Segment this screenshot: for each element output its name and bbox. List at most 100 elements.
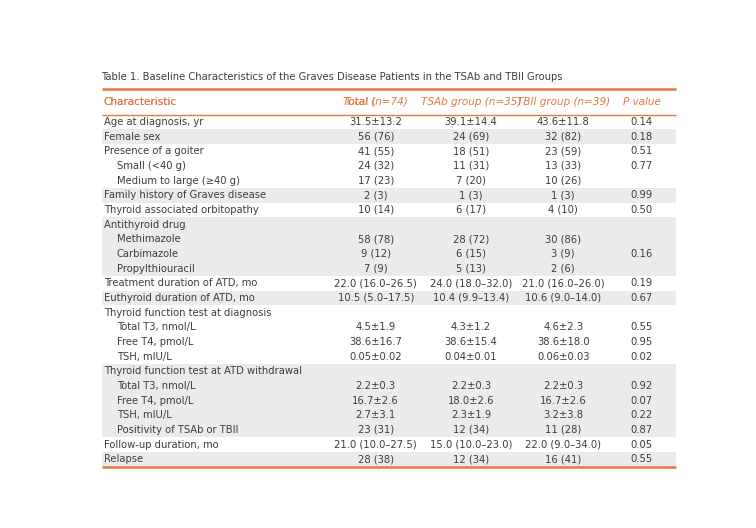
Text: TSH, mIU/L: TSH, mIU/L xyxy=(116,410,172,420)
Text: 58 (78): 58 (78) xyxy=(358,234,394,244)
Text: 24 (69): 24 (69) xyxy=(453,131,489,142)
Text: 23 (59): 23 (59) xyxy=(545,146,581,156)
Text: Carbimazole: Carbimazole xyxy=(116,249,179,259)
Text: 24 (32): 24 (32) xyxy=(358,161,394,171)
Text: 12 (34): 12 (34) xyxy=(453,425,489,435)
Text: Treatment duration of ATD, mo: Treatment duration of ATD, mo xyxy=(104,278,257,288)
Text: 41 (55): 41 (55) xyxy=(358,146,394,156)
Text: Female sex: Female sex xyxy=(104,131,160,142)
Text: Methimazole: Methimazole xyxy=(116,234,181,244)
Text: 0.16: 0.16 xyxy=(631,249,653,259)
Text: 0.02: 0.02 xyxy=(631,352,652,362)
Text: Propylthiouracil: Propylthiouracil xyxy=(116,263,194,274)
Text: Age at diagnosis, yr: Age at diagnosis, yr xyxy=(104,117,203,127)
Text: 10.6 (9.0–14.0): 10.6 (9.0–14.0) xyxy=(525,293,601,303)
Text: Euthyroid duration of ATD, mo: Euthyroid duration of ATD, mo xyxy=(104,293,255,303)
Text: 12 (34): 12 (34) xyxy=(453,454,489,464)
Bar xyxy=(101,364,676,379)
Text: 4.5±1.9: 4.5±1.9 xyxy=(355,322,396,332)
Text: 0.87: 0.87 xyxy=(631,425,652,435)
Text: 0.92: 0.92 xyxy=(631,381,653,391)
Text: 16 (41): 16 (41) xyxy=(545,454,581,464)
Text: Thyroid function test at ATD withdrawal: Thyroid function test at ATD withdrawal xyxy=(104,366,302,376)
Text: 28 (72): 28 (72) xyxy=(453,234,489,244)
Text: 3 (9): 3 (9) xyxy=(551,249,575,259)
Text: Follow-up duration, mo: Follow-up duration, mo xyxy=(104,440,218,450)
Text: 28 (38): 28 (38) xyxy=(358,454,394,464)
Text: 11 (31): 11 (31) xyxy=(453,161,489,171)
Text: 11 (28): 11 (28) xyxy=(545,425,581,435)
Bar xyxy=(101,393,676,408)
Text: 4 (10): 4 (10) xyxy=(548,205,578,215)
Text: 38.6±16.7: 38.6±16.7 xyxy=(349,337,402,347)
Text: 2.2±0.3: 2.2±0.3 xyxy=(451,381,491,391)
Text: 7 (9): 7 (9) xyxy=(364,263,388,274)
Text: 0.19: 0.19 xyxy=(631,278,653,288)
Text: 31.5±13.2: 31.5±13.2 xyxy=(349,117,402,127)
Text: Antithyroid drug: Antithyroid drug xyxy=(104,220,185,230)
Text: 18 (51): 18 (51) xyxy=(453,146,489,156)
Bar xyxy=(101,290,676,305)
Text: 0.99: 0.99 xyxy=(631,190,653,200)
Text: Family history of Graves disease: Family history of Graves disease xyxy=(104,190,266,200)
Text: Positivity of TSAb or TBII: Positivity of TSAb or TBII xyxy=(116,425,238,435)
Text: Small (<40 g): Small (<40 g) xyxy=(116,161,186,171)
Text: 2 (3): 2 (3) xyxy=(364,190,388,200)
Text: 17 (23): 17 (23) xyxy=(358,176,394,186)
Text: 1 (3): 1 (3) xyxy=(551,190,575,200)
Text: 3.2±3.8: 3.2±3.8 xyxy=(544,410,583,420)
Text: TSH, mIU/L: TSH, mIU/L xyxy=(116,352,172,362)
Text: Total T3, nmol/L: Total T3, nmol/L xyxy=(116,322,195,332)
Text: 6 (17): 6 (17) xyxy=(456,205,486,215)
Text: 38.6±15.4: 38.6±15.4 xyxy=(445,337,497,347)
Text: 0.06±0.03: 0.06±0.03 xyxy=(537,352,590,362)
Text: Table 1. Baseline Characteristics of the Graves Disease Patients in the TSAb and: Table 1. Baseline Characteristics of the… xyxy=(101,72,563,82)
Text: 0.14: 0.14 xyxy=(631,117,652,127)
Text: TSAb group (n=35): TSAb group (n=35) xyxy=(421,97,521,107)
Text: 21.0 (16.0–26.0): 21.0 (16.0–26.0) xyxy=(522,278,605,288)
Text: 16.7±2.6: 16.7±2.6 xyxy=(540,395,587,406)
Text: Thyroid associated orbitopathy: Thyroid associated orbitopathy xyxy=(104,205,259,215)
Text: 2.7±3.1: 2.7±3.1 xyxy=(355,410,396,420)
Text: Total (n=74): Total (n=74) xyxy=(343,97,408,107)
Bar xyxy=(101,408,676,422)
Text: 0.22: 0.22 xyxy=(631,410,653,420)
Bar xyxy=(101,188,676,203)
Text: 9 (12): 9 (12) xyxy=(361,249,391,259)
Text: Characteristic: Characteristic xyxy=(104,97,177,107)
Bar xyxy=(101,452,676,467)
Text: P value: P value xyxy=(623,97,661,107)
Bar xyxy=(101,261,676,276)
Text: Free T4, pmol/L: Free T4, pmol/L xyxy=(116,395,193,406)
Text: 16.7±2.6: 16.7±2.6 xyxy=(352,395,399,406)
Text: Characteristic: Characteristic xyxy=(104,97,177,107)
Text: Relapse: Relapse xyxy=(104,454,143,464)
Text: Total (      ): Total ( ) xyxy=(352,97,400,107)
Text: 2.2±0.3: 2.2±0.3 xyxy=(355,381,396,391)
Text: 0.18: 0.18 xyxy=(631,131,652,142)
Text: 0.77: 0.77 xyxy=(631,161,653,171)
Text: 0.67: 0.67 xyxy=(631,293,653,303)
Text: 39.1±14.4: 39.1±14.4 xyxy=(445,117,497,127)
Text: 0.07: 0.07 xyxy=(631,395,652,406)
Text: 7 (20): 7 (20) xyxy=(456,176,486,186)
Text: Thyroid function test at diagnosis: Thyroid function test at diagnosis xyxy=(104,308,271,318)
Text: 30 (86): 30 (86) xyxy=(545,234,581,244)
Text: 2.2±0.3: 2.2±0.3 xyxy=(543,381,584,391)
Text: 0.55: 0.55 xyxy=(631,322,653,332)
Text: 24.0 (18.0–32.0): 24.0 (18.0–32.0) xyxy=(430,278,512,288)
Text: 6 (15): 6 (15) xyxy=(456,249,486,259)
Bar xyxy=(101,218,676,232)
Bar xyxy=(101,129,676,144)
Bar xyxy=(101,232,676,247)
Text: 0.05±0.02: 0.05±0.02 xyxy=(349,352,402,362)
Text: TBII group (n=39): TBII group (n=39) xyxy=(516,97,610,107)
Text: 0.50: 0.50 xyxy=(631,205,652,215)
Text: 38.6±18.0: 38.6±18.0 xyxy=(537,337,590,347)
Text: 0.51: 0.51 xyxy=(631,146,653,156)
Text: 22.0 (9.0–34.0): 22.0 (9.0–34.0) xyxy=(525,440,601,450)
Text: 0.04±0.01: 0.04±0.01 xyxy=(445,352,497,362)
Text: 1 (3): 1 (3) xyxy=(459,190,482,200)
Text: Total T3, nmol/L: Total T3, nmol/L xyxy=(116,381,195,391)
Text: 4.6±2.3: 4.6±2.3 xyxy=(543,322,584,332)
